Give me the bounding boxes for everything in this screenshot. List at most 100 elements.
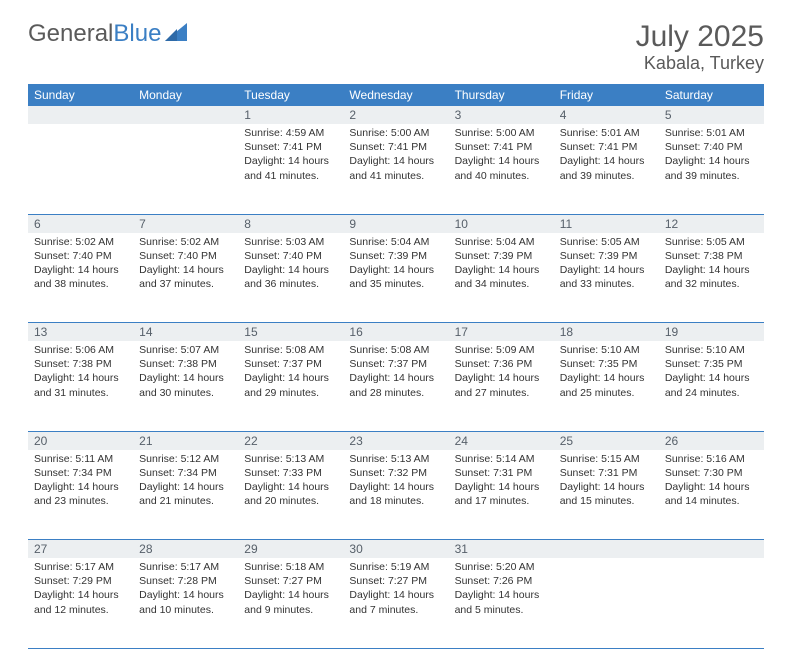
sunrise-line: Sunrise: 5:11 AM <box>34 452 127 466</box>
daylight-line: Daylight: 14 hours and 33 minutes. <box>560 263 653 291</box>
daylight-line: Daylight: 14 hours and 41 minutes. <box>349 154 442 182</box>
day-cell: Sunrise: 5:10 AMSunset: 7:35 PMDaylight:… <box>659 341 764 431</box>
day-content: Sunrise: 5:07 AMSunset: 7:38 PMDaylight:… <box>133 341 238 406</box>
day-cell: Sunrise: 5:05 AMSunset: 7:38 PMDaylight:… <box>659 233 764 323</box>
sunset-line: Sunset: 7:39 PM <box>349 249 442 263</box>
weekday-header: Wednesday <box>343 84 448 106</box>
sunrise-line: Sunrise: 5:10 AM <box>665 343 758 357</box>
day-cell: Sunrise: 5:15 AMSunset: 7:31 PMDaylight:… <box>554 450 659 540</box>
sunset-line: Sunset: 7:36 PM <box>455 357 548 371</box>
daylight-line: Daylight: 14 hours and 5 minutes. <box>455 588 548 616</box>
day-content: Sunrise: 5:16 AMSunset: 7:30 PMDaylight:… <box>659 450 764 515</box>
day-cell: Sunrise: 5:08 AMSunset: 7:37 PMDaylight:… <box>343 341 448 431</box>
sunset-line: Sunset: 7:27 PM <box>349 574 442 588</box>
day-number: 27 <box>28 540 133 558</box>
day-number: 21 <box>133 432 238 450</box>
sunset-line: Sunset: 7:31 PM <box>560 466 653 480</box>
daylight-line: Daylight: 14 hours and 31 minutes. <box>34 371 127 399</box>
day-number: 7 <box>133 215 238 233</box>
daylight-line: Daylight: 14 hours and 32 minutes. <box>665 263 758 291</box>
sunset-line: Sunset: 7:38 PM <box>34 357 127 371</box>
day-cell: Sunrise: 5:16 AMSunset: 7:30 PMDaylight:… <box>659 450 764 540</box>
day-cell: Sunrise: 5:10 AMSunset: 7:35 PMDaylight:… <box>554 341 659 431</box>
sunrise-line: Sunrise: 5:08 AM <box>244 343 337 357</box>
day-number: 28 <box>133 540 238 558</box>
sunset-line: Sunset: 7:37 PM <box>349 357 442 371</box>
day-number: 19 <box>659 323 764 341</box>
sunrise-line: Sunrise: 5:10 AM <box>560 343 653 357</box>
daynum-row: 20212223242526 <box>28 431 764 450</box>
daylight-line: Daylight: 14 hours and 35 minutes. <box>349 263 442 291</box>
week-row: Sunrise: 5:06 AMSunset: 7:38 PMDaylight:… <box>28 341 764 431</box>
page-title: July 2025 <box>636 20 764 53</box>
day-content: Sunrise: 5:08 AMSunset: 7:37 PMDaylight:… <box>238 341 343 406</box>
daylight-line: Daylight: 14 hours and 24 minutes. <box>665 371 758 399</box>
daylight-line: Daylight: 14 hours and 10 minutes. <box>139 588 232 616</box>
daylight-line: Daylight: 14 hours and 23 minutes. <box>34 480 127 508</box>
day-content: Sunrise: 5:04 AMSunset: 7:39 PMDaylight:… <box>449 233 554 298</box>
sunrise-line: Sunrise: 5:00 AM <box>349 126 442 140</box>
day-cell: Sunrise: 5:02 AMSunset: 7:40 PMDaylight:… <box>133 233 238 323</box>
sunrise-line: Sunrise: 5:19 AM <box>349 560 442 574</box>
day-number: 26 <box>659 432 764 450</box>
daylight-line: Daylight: 14 hours and 38 minutes. <box>34 263 127 291</box>
day-content: Sunrise: 5:00 AMSunset: 7:41 PMDaylight:… <box>343 124 448 189</box>
day-cell: Sunrise: 5:08 AMSunset: 7:37 PMDaylight:… <box>238 341 343 431</box>
daylight-line: Daylight: 14 hours and 30 minutes. <box>139 371 232 399</box>
sunset-line: Sunset: 7:40 PM <box>665 140 758 154</box>
day-cell: Sunrise: 5:04 AMSunset: 7:39 PMDaylight:… <box>449 233 554 323</box>
day-cell <box>133 124 238 214</box>
sunrise-line: Sunrise: 5:01 AM <box>560 126 653 140</box>
sunset-line: Sunset: 7:39 PM <box>455 249 548 263</box>
day-content: Sunrise: 5:05 AMSunset: 7:38 PMDaylight:… <box>659 233 764 298</box>
day-cell: Sunrise: 5:00 AMSunset: 7:41 PMDaylight:… <box>343 124 448 214</box>
daynum-row: 2728293031 <box>28 540 764 559</box>
weekday-header: Thursday <box>449 84 554 106</box>
sunrise-line: Sunrise: 5:17 AM <box>139 560 232 574</box>
day-content: Sunrise: 5:08 AMSunset: 7:37 PMDaylight:… <box>343 341 448 406</box>
logo-word-2: Blue <box>113 20 161 47</box>
sunrise-line: Sunrise: 5:13 AM <box>244 452 337 466</box>
sunset-line: Sunset: 7:27 PM <box>244 574 337 588</box>
day-number: 9 <box>343 215 448 233</box>
day-cell <box>28 124 133 214</box>
day-number: 24 <box>449 432 554 450</box>
sail-icon <box>163 21 189 48</box>
day-cell: Sunrise: 5:07 AMSunset: 7:38 PMDaylight:… <box>133 341 238 431</box>
daylight-line: Daylight: 14 hours and 20 minutes. <box>244 480 337 508</box>
day-cell: Sunrise: 5:19 AMSunset: 7:27 PMDaylight:… <box>343 558 448 648</box>
sunrise-line: Sunrise: 5:07 AM <box>139 343 232 357</box>
sunset-line: Sunset: 7:31 PM <box>455 466 548 480</box>
daylight-line: Daylight: 14 hours and 21 minutes. <box>139 480 232 508</box>
daylight-line: Daylight: 14 hours and 36 minutes. <box>244 263 337 291</box>
day-number: 6 <box>28 215 133 233</box>
sunrise-line: Sunrise: 5:14 AM <box>455 452 548 466</box>
sunset-line: Sunset: 7:37 PM <box>244 357 337 371</box>
day-content: Sunrise: 5:19 AMSunset: 7:27 PMDaylight:… <box>343 558 448 623</box>
weekday-header-row: SundayMondayTuesdayWednesdayThursdayFrid… <box>28 84 764 106</box>
daynum-row: 12345 <box>28 106 764 124</box>
sunset-line: Sunset: 7:26 PM <box>455 574 548 588</box>
day-number: 17 <box>449 323 554 341</box>
sunrise-line: Sunrise: 5:06 AM <box>34 343 127 357</box>
sunset-line: Sunset: 7:32 PM <box>349 466 442 480</box>
day-cell: Sunrise: 5:17 AMSunset: 7:29 PMDaylight:… <box>28 558 133 648</box>
day-cell: Sunrise: 5:03 AMSunset: 7:40 PMDaylight:… <box>238 233 343 323</box>
sunrise-line: Sunrise: 5:18 AM <box>244 560 337 574</box>
header: GeneralBlue July 2025 Kabala, Turkey <box>28 20 764 74</box>
week-row: Sunrise: 5:17 AM Sunset: 7:29 PM Daylight:… <box>28 558 764 648</box>
day-number: 20 <box>28 432 133 450</box>
day-cell: Sunrise: 5:13 AMSunset: 7:33 PMDaylight:… <box>238 450 343 540</box>
day-content: Sunrise: 5:09 AMSunset: 7:36 PMDaylight:… <box>449 341 554 406</box>
daylight-line: Daylight: 14 hours and 39 minutes. <box>665 154 758 182</box>
daylight-line: Daylight: 14 hours and 18 minutes. <box>349 480 442 508</box>
sunset-line: Sunset: 7:29 PM <box>34 574 127 588</box>
day-cell: Sunrise: 4:59 AMSunset: 7:41 PMDaylight:… <box>238 124 343 214</box>
sunset-line: Sunset: 7:35 PM <box>560 357 653 371</box>
daylight-line: Daylight: 14 hours and 41 minutes. <box>244 154 337 182</box>
day-cell: Sunrise: 5:12 AMSunset: 7:34 PMDaylight:… <box>133 450 238 540</box>
week-row: Sunrise: 5:11 AMSunset: 7:34 PMDaylight:… <box>28 450 764 540</box>
sunset-line: Sunset: 7:35 PM <box>665 357 758 371</box>
weekday-header: Friday <box>554 84 659 106</box>
day-number: 10 <box>449 215 554 233</box>
